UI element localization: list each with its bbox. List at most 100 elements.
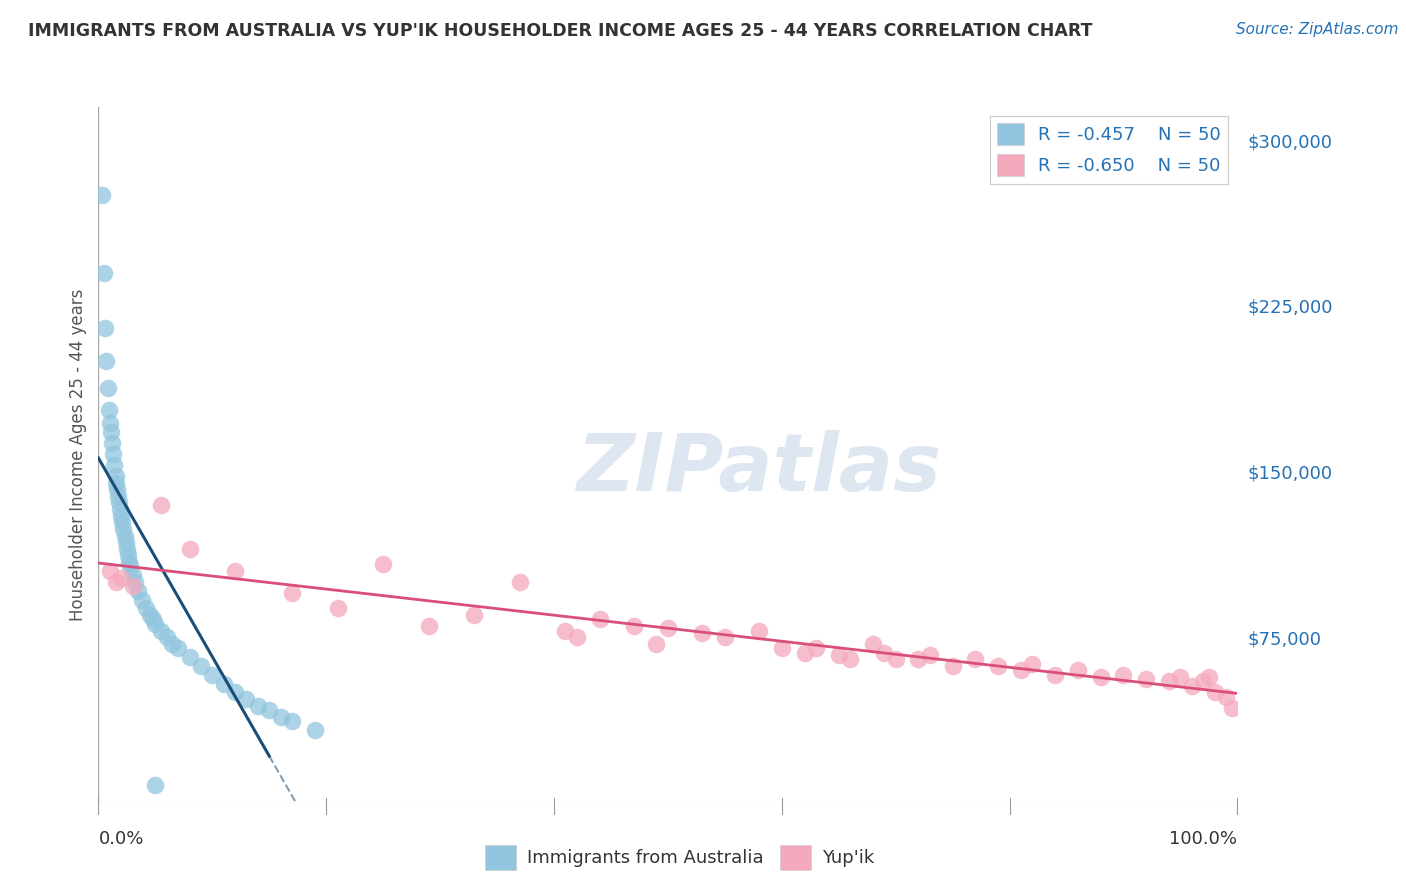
Point <box>509 574 531 589</box>
Point <box>235 692 257 706</box>
Point <box>167 641 190 656</box>
Point <box>1204 685 1226 699</box>
Text: IMMIGRANTS FROM AUSTRALIA VS YUP'IK HOUSEHOLDER INCOME AGES 25 - 44 YEARS CORREL: IMMIGRANTS FROM AUSTRALIA VS YUP'IK HOUS… <box>28 22 1092 40</box>
Point <box>1220 701 1243 715</box>
Point <box>110 508 132 523</box>
Point <box>107 489 129 503</box>
Point <box>965 652 987 666</box>
Point <box>281 586 304 600</box>
Point <box>1135 672 1157 686</box>
Point <box>862 637 884 651</box>
Point <box>104 469 127 483</box>
Point <box>117 549 139 563</box>
Point <box>623 619 645 633</box>
Point <box>96 354 118 368</box>
Point <box>224 564 246 578</box>
Point <box>828 648 851 662</box>
Point <box>114 535 136 549</box>
Point <box>93 266 115 280</box>
Point <box>588 612 610 626</box>
Point <box>100 425 122 439</box>
Point <box>201 667 224 681</box>
Point <box>748 624 770 638</box>
Point <box>281 714 304 728</box>
Point <box>565 630 588 644</box>
Point <box>103 447 125 461</box>
Text: Immigrants from Australia: Immigrants from Australia <box>527 849 763 867</box>
Point <box>304 723 326 737</box>
Point <box>156 630 179 644</box>
Point <box>121 579 143 593</box>
Point <box>105 482 128 496</box>
Point <box>138 608 160 623</box>
Point <box>121 568 143 582</box>
Point <box>907 652 929 666</box>
Point <box>1067 663 1090 677</box>
Text: 100.0%: 100.0% <box>1170 830 1237 847</box>
Point <box>839 652 862 666</box>
Point <box>96 380 118 394</box>
Point <box>554 624 576 638</box>
Legend: R = -0.457    N = 50, R = -0.650    N = 50: R = -0.457 N = 50, R = -0.650 N = 50 <box>990 116 1229 184</box>
Point <box>657 621 679 635</box>
Point <box>110 570 132 584</box>
Point <box>112 522 135 536</box>
Point <box>101 435 124 450</box>
Point <box>1043 667 1066 681</box>
Point <box>103 458 125 472</box>
Point <box>179 650 201 665</box>
Point <box>190 658 212 673</box>
Point <box>104 574 127 589</box>
Point <box>145 778 167 792</box>
Point <box>270 709 292 723</box>
Point <box>246 698 269 713</box>
Point <box>98 416 121 430</box>
Point <box>884 652 907 666</box>
Text: Yup'ik: Yup'ik <box>823 849 875 867</box>
Point <box>212 676 235 690</box>
Point <box>114 528 136 542</box>
Point <box>987 658 1010 673</box>
Point <box>463 608 485 623</box>
Text: ZIPatlas: ZIPatlas <box>576 430 942 508</box>
Point <box>150 624 173 638</box>
Point <box>104 475 127 490</box>
Point <box>1170 670 1192 684</box>
Point <box>1215 690 1237 704</box>
Point <box>150 498 173 512</box>
Point <box>131 592 153 607</box>
Point <box>1181 679 1204 693</box>
Point <box>97 402 120 417</box>
Point <box>135 601 157 615</box>
Point <box>371 558 394 572</box>
Point <box>162 637 184 651</box>
Point <box>90 188 112 202</box>
Point <box>1010 663 1032 677</box>
Point <box>179 541 201 556</box>
Point <box>326 601 349 615</box>
Text: Source: ZipAtlas.com: Source: ZipAtlas.com <box>1236 22 1399 37</box>
Point <box>115 541 138 556</box>
Point <box>645 637 668 651</box>
Point <box>108 495 131 509</box>
Point <box>224 685 246 699</box>
Point <box>714 630 737 644</box>
Point <box>804 641 827 656</box>
Point <box>1021 657 1043 671</box>
Point <box>770 641 793 656</box>
Point <box>1090 670 1112 684</box>
Point <box>108 502 131 516</box>
Point <box>111 516 134 530</box>
Point <box>690 625 713 640</box>
Point <box>98 564 121 578</box>
Point <box>142 612 165 626</box>
Point <box>94 321 117 335</box>
Point <box>259 703 281 717</box>
Point <box>127 583 149 598</box>
Point <box>918 648 941 662</box>
Point <box>145 616 167 631</box>
Point <box>942 658 965 673</box>
Y-axis label: Householder Income Ages 25 - 44 years: Householder Income Ages 25 - 44 years <box>69 289 87 621</box>
Point <box>873 646 896 660</box>
Point <box>793 646 815 660</box>
